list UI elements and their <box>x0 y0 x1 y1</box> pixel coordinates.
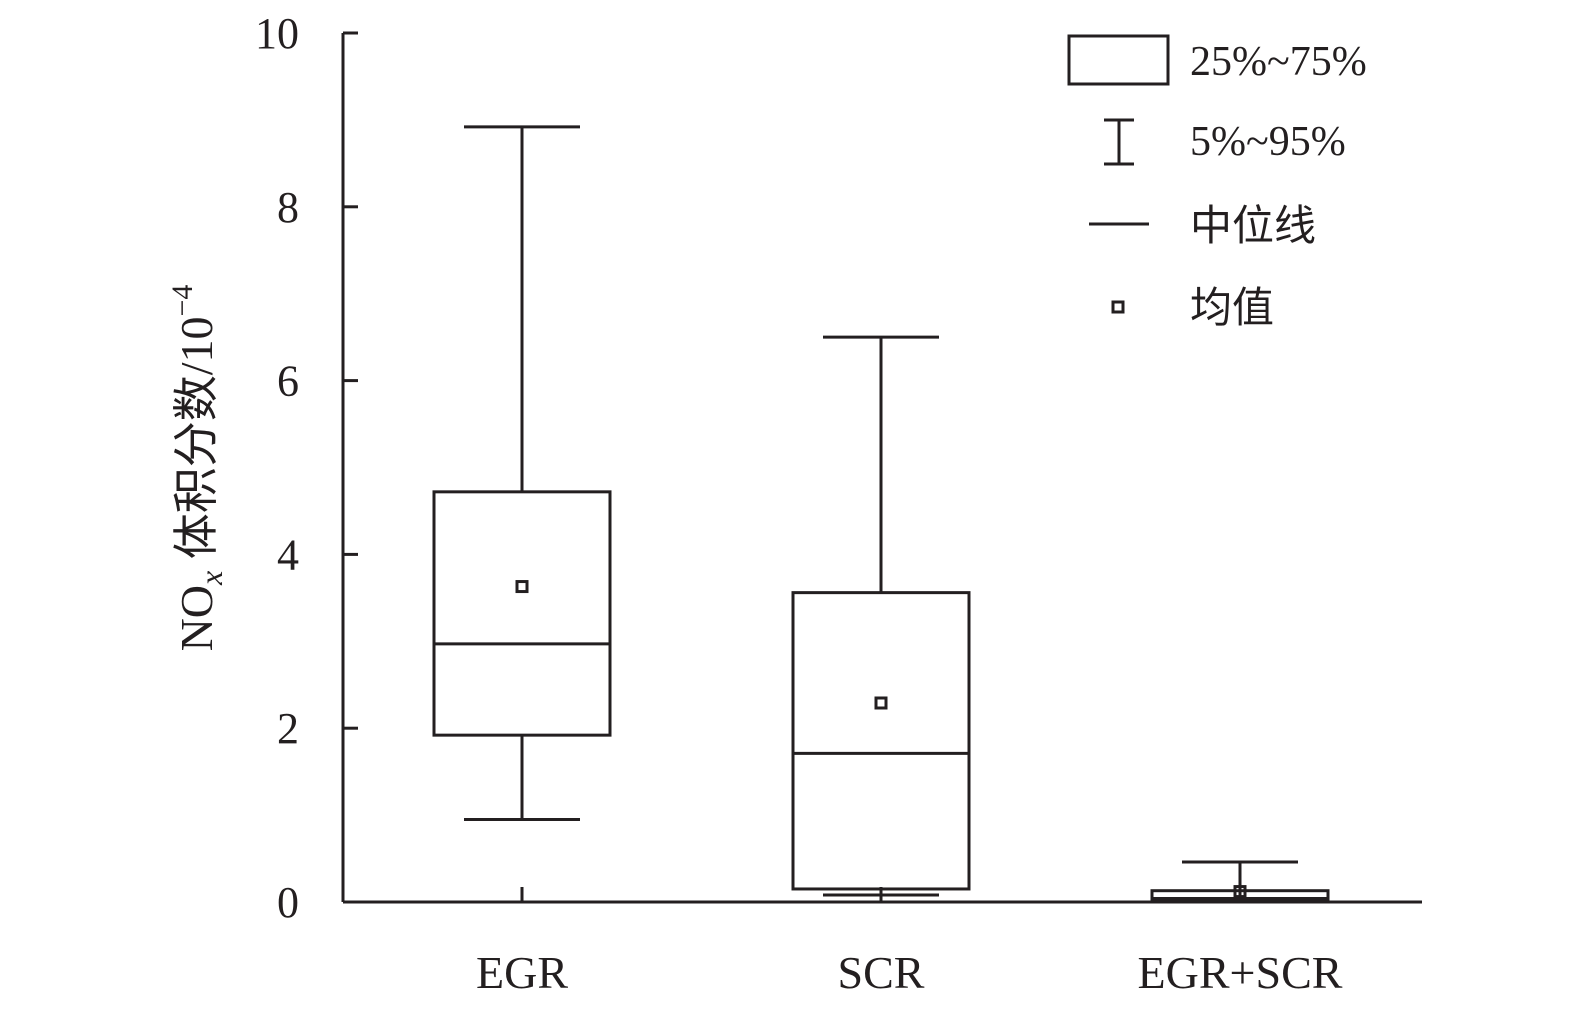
y-axis-label-main: NO <box>171 585 222 651</box>
y-axis-label-superscript: −4 <box>166 285 199 317</box>
x-category-label-2: EGR+SCR <box>1138 947 1343 998</box>
y-tick-label-4: 8 <box>277 183 299 232</box>
legend-box-symbol <box>1067 34 1170 86</box>
box-0-iqr <box>432 490 612 737</box>
y-axis-label: NOx 体积分数/10−4 <box>166 285 229 652</box>
x-category-label-0: EGR <box>476 947 568 998</box>
plot-area: 0 2 4 6 8 10 EGR SCR EGR+SCR <box>255 9 1422 998</box>
legend-label-box: 25%~75% <box>1190 39 1367 85</box>
legend-label-median: 中位线 <box>1190 203 1316 250</box>
x-category-label-1: SCR <box>838 947 925 998</box>
box-1-iqr <box>791 591 971 891</box>
y-tick-label-3: 6 <box>277 357 299 406</box>
y-tick-label-2: 4 <box>277 530 299 579</box>
y-axis-label-rest: 体积分数/10 <box>171 316 222 570</box>
legend-label-mean: 均值 <box>1190 286 1274 332</box>
legend-label-whisker: 5%~95% <box>1190 119 1346 165</box>
box-2-iqr <box>1150 889 1330 902</box>
y-tick-label-5: 10 <box>255 9 299 58</box>
box-1-mean-marker <box>874 696 888 710</box>
y-tick-label-1: 2 <box>277 704 299 753</box>
box-0-mean-marker <box>515 580 529 594</box>
box-2-mean-marker <box>1233 885 1247 899</box>
y-axis-label-subscript: x <box>193 571 229 586</box>
legend-whisker-symbol <box>1104 118 1134 166</box>
y-tick-label-0: 0 <box>277 878 299 927</box>
legend-mean-symbol <box>1111 300 1125 314</box>
legend: 25%~75% 5%~95% 中位线 均值 <box>1067 34 1367 332</box>
